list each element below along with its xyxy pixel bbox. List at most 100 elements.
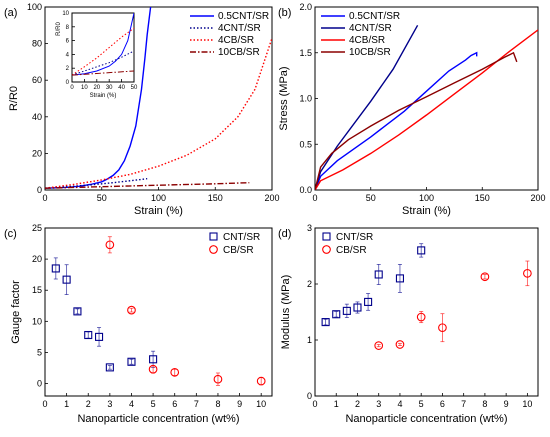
data-point-CB/SR — [480, 272, 490, 282]
data-point-CB/SR — [105, 240, 115, 250]
data-point-CB/SR — [438, 323, 447, 333]
data-point-CB/SR — [395, 340, 405, 349]
x-tick-label: 150 — [475, 193, 490, 203]
x-tick-label: 6 — [440, 399, 445, 409]
legend-marker-CNT/SR — [322, 232, 331, 241]
y-tick-label: 2 — [66, 66, 70, 72]
x-tick-label: 7 — [194, 399, 199, 409]
x-tick-label: 150 — [208, 193, 223, 203]
x-tick-label: 2 — [86, 399, 91, 409]
x-tick-label: 4 — [129, 399, 134, 409]
panel-tag: (a) — [4, 7, 17, 19]
y-tick-label: 8 — [66, 25, 70, 31]
legend-label: 0.5CNT/SR — [218, 11, 269, 22]
legend-label: 4CB/SR — [349, 35, 385, 46]
x-tick-label: 10 — [256, 399, 266, 409]
y-tick-label: 2 — [307, 279, 312, 289]
legend-label: 4CB/SR — [218, 35, 254, 46]
y-tick-label: 25 — [32, 223, 42, 233]
y-tick-label: 4 — [66, 52, 70, 58]
y-tick-label: 100 — [27, 2, 42, 12]
x-tick-label: 100 — [419, 193, 434, 203]
x-tick-label: 5 — [151, 399, 156, 409]
plot-frame — [314, 227, 539, 397]
panel-1: (b) 0 50 100 150 200 0.0 0.5 1.0 1.5 2.0 Strain (%)… — [278, 2, 546, 217]
y-tick-label: 2.0 — [299, 2, 312, 12]
series-line-10CB/SR — [315, 51, 518, 190]
legend-label: 4CNT/SR — [218, 23, 261, 34]
y-tick-label: 10 — [32, 316, 42, 326]
x-tick-label: 0 — [312, 399, 317, 409]
inset-background — [72, 13, 134, 82]
x-tick-label: 0 — [42, 399, 47, 409]
legend-marker-CB/SR — [322, 245, 331, 254]
x-tick-label: 2 — [355, 399, 360, 409]
x-tick-label: 1 — [334, 399, 339, 409]
plot-frame — [44, 227, 273, 397]
x-tick-label: 4 — [397, 399, 402, 409]
panel-tag: (c) — [4, 228, 17, 240]
legend-marker-CNT/SR — [209, 232, 218, 241]
y-tick-label: 1.0 — [299, 94, 312, 104]
x-tick-label: 5 — [419, 399, 424, 409]
series-line-0.5CNT/SR — [315, 51, 478, 190]
series-line-4CNT/SR — [45, 178, 148, 189]
data-point-CNT/SR — [73, 307, 82, 316]
x-tick-label: 3 — [107, 399, 112, 409]
y-tick-label: 0 — [66, 80, 70, 86]
y-axis-label: Gauge factor — [10, 280, 22, 344]
y-tick-label: 60 — [32, 75, 42, 85]
y-tick-label: 6 — [66, 39, 70, 45]
x-tick-label: 50 — [131, 85, 138, 91]
x-tick-label: 0 — [312, 193, 317, 203]
x-tick-label: 7 — [461, 399, 466, 409]
y-tick-label: 0 — [307, 391, 312, 401]
x-tick-label: 9 — [504, 399, 509, 409]
data-point-CB/SR — [416, 312, 426, 322]
legend-label: 10CB/SR — [218, 47, 260, 58]
plot-frame — [71, 12, 135, 83]
x-tick-label: 0 — [42, 193, 47, 203]
inset-x-axis-label: Strain (%) — [90, 93, 117, 99]
panel-3: (d) 0 1 2 3 4 5 6 7 8 9 10 0 1 2 3 Nanoparticle concentr… — [278, 223, 539, 425]
data-point-CNT/SR — [353, 303, 362, 312]
y-tick-label: 0 — [37, 185, 42, 195]
y-tick-label: 0 — [37, 379, 42, 389]
data-point-CNT/SR — [332, 310, 341, 319]
x-axis-label: Nanoparticle concentration (wt%) — [345, 413, 507, 425]
y-axis-label: Modulus (MPa) — [280, 275, 292, 350]
y-tick-label: 0.5 — [299, 139, 312, 149]
data-point-CNT/SR — [62, 275, 71, 284]
inset-series-line-0.5CNT/SR — [72, 13, 134, 76]
data-point-CB/SR — [170, 368, 180, 377]
y-tick-label: 20 — [32, 254, 42, 264]
y-axis-label: R/R0 — [8, 86, 20, 111]
y-tick-label: 20 — [32, 148, 42, 158]
data-point-CNT/SR — [417, 246, 426, 255]
y-tick-label: 80 — [32, 39, 42, 49]
y-tick-label: 0.0 — [299, 185, 312, 195]
data-point-CB/SR — [127, 305, 136, 315]
x-tick-label: 30 — [106, 85, 113, 91]
x-tick-label: 200 — [530, 193, 545, 203]
data-point-CNT/SR — [149, 355, 158, 364]
x-tick-label: 20 — [93, 85, 100, 91]
data-point-CB/SR — [213, 374, 223, 384]
series-line-4CB/SR — [45, 37, 272, 189]
legend-label: 4CNT/SR — [349, 23, 392, 34]
x-tick-label: 9 — [237, 399, 242, 409]
data-point-CB/SR — [148, 364, 158, 374]
data-point-CNT/SR — [127, 357, 136, 366]
data-point-CNT/SR — [84, 330, 93, 340]
inset-series-line-4CNT/SR — [72, 50, 134, 76]
data-point-CB/SR — [374, 341, 384, 350]
data-point-CNT/SR — [374, 270, 383, 279]
x-tick-label: 50 — [97, 193, 107, 203]
legend-label: CB/SR — [336, 245, 367, 256]
y-tick-label: 1.5 — [299, 48, 312, 58]
y-tick-label: 40 — [32, 112, 42, 122]
data-point-CNT/SR — [364, 297, 373, 306]
